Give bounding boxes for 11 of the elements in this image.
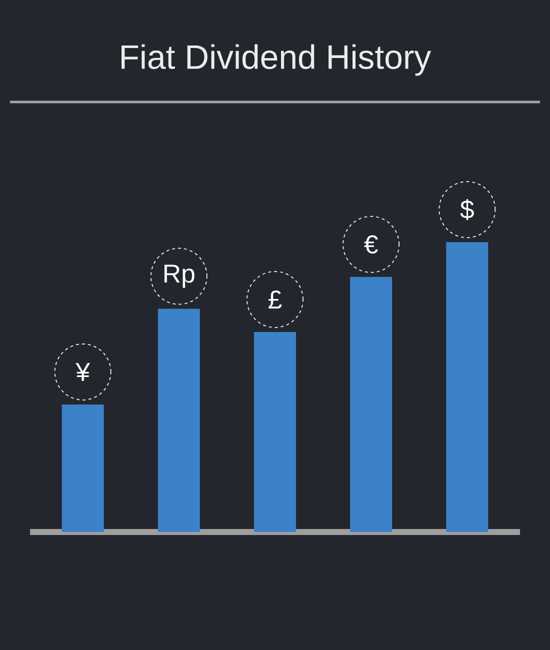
x-tick-label: ¥ xyxy=(76,363,90,381)
bar xyxy=(446,242,488,532)
x-tick-label: € xyxy=(364,235,378,254)
bar xyxy=(254,332,296,532)
bar xyxy=(350,276,392,532)
x-tick-label: $ xyxy=(460,199,474,220)
x-tick-label: £ xyxy=(268,290,282,309)
chart-title: Fiat Dividend History xyxy=(122,44,432,76)
bar xyxy=(62,404,104,532)
bar xyxy=(158,308,200,532)
x-tick-label: Rp xyxy=(164,264,194,288)
